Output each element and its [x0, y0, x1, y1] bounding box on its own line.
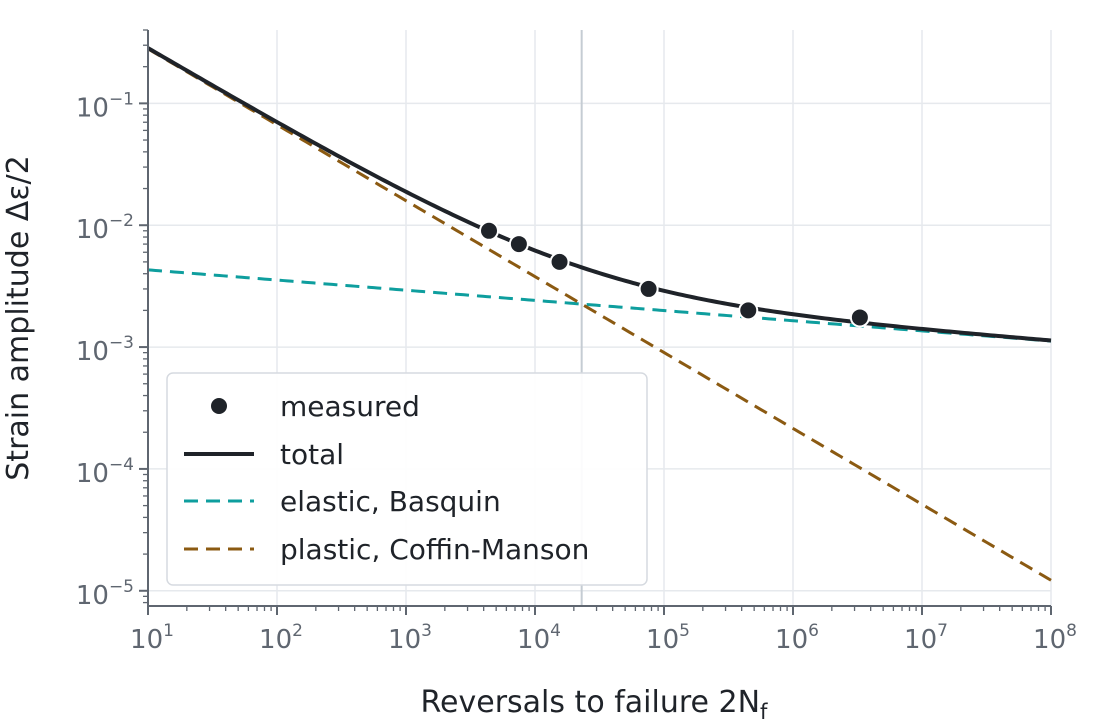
x-tick-label: 105 — [646, 621, 690, 655]
legend: measured total elastic, Basquin plastic,… — [166, 372, 648, 586]
x-tick-label: 104 — [517, 621, 561, 655]
y-tick-label: 10−3 — [76, 333, 134, 367]
legend-entry-elastic: elastic, Basquin — [184, 485, 501, 518]
x-tick-label: 103 — [388, 621, 432, 655]
tick-labels: 101 102 103 104 105 106 107 108 10−1 10−2 10−3 10−4… — [76, 89, 1077, 655]
x-tick-label: 101 — [130, 621, 174, 655]
legend-label-measured: measured — [280, 390, 420, 423]
measured-point — [738, 300, 759, 321]
elastic-basquin-line — [147, 268, 1052, 343]
legend-entry-plastic: plastic, Coffin-Manson — [184, 533, 589, 566]
legend-entry-total: total — [184, 438, 344, 471]
measured-points — [479, 220, 870, 328]
measured-point — [849, 307, 870, 328]
y-tick-label: 10−4 — [76, 455, 134, 489]
x-tick-label: 108 — [1033, 621, 1077, 655]
y-tick-label: 10−5 — [76, 577, 134, 611]
measured-point — [638, 278, 659, 299]
x-axis-title: Reversals to failure 2Nf — [421, 685, 769, 720]
legend-box — [166, 372, 648, 586]
axes — [139, 29, 1052, 615]
legend-label-plastic: plastic, Coffin-Manson — [280, 533, 589, 566]
x-tick-label: 106 — [775, 621, 819, 655]
legend-marker-measured — [211, 398, 227, 414]
legend-entry-measured: measured — [211, 390, 420, 423]
measured-point — [479, 220, 500, 241]
total-line — [146, 46, 1052, 343]
y-tick-label: 10−2 — [76, 211, 134, 245]
y-tick-label: 10−1 — [76, 89, 134, 123]
legend-label-total: total — [280, 438, 344, 471]
measured-point — [549, 251, 570, 272]
curves — [146, 46, 1052, 582]
legend-label-elastic: elastic, Basquin — [280, 485, 501, 518]
measured-point — [508, 234, 529, 255]
x-tick-label: 102 — [259, 621, 303, 655]
y-axis-title: Strain amplitude Δε/2 — [1, 155, 36, 480]
x-tick-label: 107 — [904, 621, 948, 655]
